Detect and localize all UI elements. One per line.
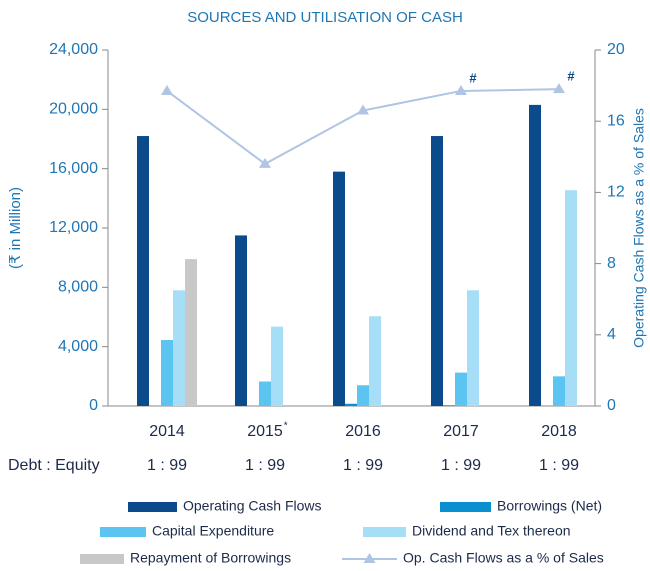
x-tick-label: 2018	[541, 423, 577, 440]
chart-title: SOURCES AND UTILISATION OF CASH	[187, 9, 463, 26]
debt-equity-value: 1 : 99	[441, 457, 481, 474]
legend-label: Capital Expenditure	[152, 523, 274, 539]
bar	[235, 235, 247, 406]
note-mark: #	[469, 70, 477, 85]
bar	[345, 403, 357, 406]
legend-label: Op. Cash Flows as a % of Sales	[403, 550, 604, 566]
legend-label: Operating Cash Flows	[183, 498, 322, 514]
y2-axis-label: Operating Cash Flows as a % of Sales	[631, 108, 647, 348]
legend-label: Dividend and Tex thereon	[412, 523, 571, 539]
bar	[443, 405, 455, 406]
line-point	[357, 104, 369, 115]
bar	[161, 339, 173, 406]
bar	[333, 171, 345, 406]
legend-swatch	[80, 554, 124, 564]
debt-equity-label: Debt : Equity	[8, 457, 100, 474]
y2-tick-label: 12	[607, 184, 625, 201]
y-tick-label: 0	[89, 397, 98, 414]
legend-swatch	[440, 502, 491, 512]
line-point	[161, 84, 173, 95]
y2-tick-label: 16	[607, 112, 625, 129]
legend-swatch	[100, 527, 146, 537]
bar	[529, 104, 541, 406]
bar	[467, 290, 479, 406]
x-tick-label: 2017	[443, 423, 479, 440]
y2-tick-label: 20	[607, 41, 625, 58]
bar	[565, 190, 577, 406]
x-tick-label: 2014	[149, 423, 185, 440]
y-tick-label: 20,000	[49, 101, 98, 118]
legend-swatch	[363, 527, 406, 537]
line-point	[455, 84, 467, 95]
line-point	[553, 83, 565, 94]
debt-equity-value: 1 : 99	[539, 457, 579, 474]
debt-equity-value: 1 : 99	[147, 457, 187, 474]
bar	[553, 376, 565, 406]
y-tick-label: 12,000	[49, 219, 98, 236]
bar	[173, 290, 185, 406]
legend-swatch	[128, 502, 177, 512]
y2-tick-label: 0	[607, 397, 616, 414]
debt-equity-value: 1 : 99	[245, 457, 285, 474]
legend-label: Repayment of Borrowings	[130, 550, 291, 566]
y2-tick-label: 4	[607, 326, 616, 343]
x-tick-label: 2016	[345, 423, 381, 440]
y-tick-label: 24,000	[49, 41, 98, 58]
bar	[137, 136, 149, 407]
y2-tick-label: 8	[607, 255, 616, 272]
note-mark: #	[567, 69, 575, 84]
note-mark: *	[284, 421, 288, 432]
x-tick-label: 2015	[247, 423, 283, 440]
y-axis-label: (₹ in Million)	[7, 187, 24, 269]
bar	[455, 372, 467, 406]
bar	[369, 316, 381, 406]
debt-equity-value: 1 : 99	[343, 457, 383, 474]
bar	[271, 326, 283, 406]
legend-label: Borrowings (Net)	[497, 498, 602, 514]
bar	[431, 136, 443, 407]
line	[166, 88, 560, 166]
bar	[259, 381, 271, 406]
bar	[357, 385, 369, 406]
y-tick-label: 16,000	[49, 160, 98, 177]
line-point	[259, 157, 271, 168]
legend-swatch	[363, 553, 376, 563]
y-tick-label: 8,000	[58, 279, 98, 296]
y-tick-label: 4,000	[58, 338, 98, 355]
bar	[185, 259, 197, 406]
